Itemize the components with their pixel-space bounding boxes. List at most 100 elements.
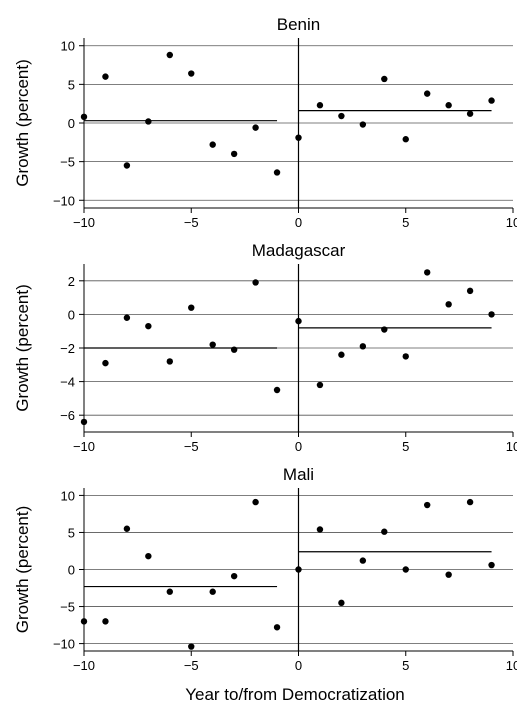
data-point — [338, 599, 345, 607]
y-tick-label: 10 — [61, 39, 75, 54]
data-point — [424, 269, 431, 276]
data-point — [80, 418, 88, 426]
panel-benin: 10 5 0 −5 −10 −10 −5 0 5 10 Benin Growth (percent) — [13, 15, 517, 230]
y-tick-label: −5 — [60, 600, 75, 615]
data-point — [466, 110, 474, 117]
data-point — [338, 351, 345, 358]
data-point — [166, 358, 173, 365]
data-point — [488, 97, 495, 104]
y-axis-label: Growth (percent) — [13, 284, 32, 412]
panel-madagascar: 2 0 −2 −4 −6 −10 −5 0 5 10 Madagascar Growth (perce… — [13, 241, 517, 454]
data-point — [381, 75, 388, 83]
x-tick-label: 10 — [506, 215, 517, 230]
y-tick-label: 5 — [68, 77, 75, 92]
x-tick-label: 5 — [402, 439, 409, 454]
data-point — [145, 118, 152, 125]
y-tick-label: −4 — [60, 375, 75, 390]
data-point — [188, 643, 195, 650]
y-tick-label: −6 — [60, 408, 75, 423]
data-point — [359, 121, 367, 128]
x-tick-label: −5 — [184, 658, 199, 673]
data-point — [338, 112, 345, 120]
y-tick-label: −2 — [60, 341, 75, 356]
data-point — [123, 314, 131, 321]
data-point — [424, 90, 431, 97]
data-point — [230, 150, 238, 158]
data-point — [445, 571, 452, 578]
panel-title: Madagascar — [252, 241, 346, 260]
data-point — [402, 566, 409, 573]
x-tick-label: 0 — [295, 658, 302, 673]
y-axis-label: Growth (percent) — [13, 59, 32, 187]
data-point — [381, 326, 388, 333]
y-tick-label: 0 — [68, 116, 75, 131]
x-tick-label: 5 — [402, 658, 409, 673]
y-tick-label: 0 — [68, 307, 75, 322]
data-point — [209, 341, 216, 348]
data-point — [145, 552, 152, 560]
x-tick-label: 5 — [402, 215, 409, 230]
y-tick-label: 10 — [61, 488, 75, 503]
data-point — [188, 304, 195, 311]
data-point — [145, 322, 152, 330]
data-point — [123, 162, 131, 169]
panel-title: Mali — [283, 465, 314, 484]
data-point — [359, 557, 367, 564]
y-tick-label: −10 — [53, 637, 75, 652]
panel-title: Benin — [277, 15, 320, 34]
x-axis-label: Year to/from Democratization — [185, 685, 405, 704]
data-point — [402, 136, 409, 143]
data-point — [123, 525, 131, 532]
x-tick-label: −10 — [73, 439, 95, 454]
data-point — [188, 70, 195, 77]
data-point — [466, 498, 474, 506]
y-tick-label: 5 — [68, 525, 75, 540]
data-point — [80, 113, 88, 121]
data-point — [424, 501, 431, 509]
data-point — [252, 498, 259, 506]
data-point — [445, 301, 452, 308]
data-point — [466, 287, 474, 295]
data-point — [295, 317, 302, 325]
x-tick-label: 10 — [506, 658, 517, 673]
data-point — [273, 169, 281, 176]
data-point — [80, 618, 88, 625]
data-point — [102, 359, 109, 367]
data-point — [381, 528, 388, 535]
data-point — [273, 624, 281, 631]
data-point — [488, 311, 495, 318]
data-point — [252, 279, 259, 286]
y-axis-label: Growth (percent) — [13, 506, 32, 634]
x-tick-label: 0 — [295, 215, 302, 230]
data-point — [359, 343, 367, 350]
x-tick-label: 0 — [295, 439, 302, 454]
y-tick-label: 2 — [68, 274, 75, 289]
x-tick-label: 10 — [506, 439, 517, 454]
x-tick-label: −10 — [73, 215, 95, 230]
data-point — [230, 346, 238, 353]
data-point — [316, 102, 324, 109]
data-point — [209, 141, 216, 148]
panel-mali: 10 5 0 −5 −10 −10 −5 0 5 10 Mali Growth (percent) — [13, 465, 517, 673]
data-point — [295, 566, 302, 573]
data-point — [102, 618, 109, 625]
data-point — [273, 386, 281, 394]
y-tick-label: −5 — [60, 155, 75, 170]
data-point — [402, 353, 409, 360]
data-point — [488, 561, 495, 569]
x-tick-label: −5 — [184, 439, 199, 454]
y-tick-label: −10 — [53, 193, 75, 208]
x-tick-label: −10 — [73, 658, 95, 673]
data-point — [295, 134, 302, 141]
data-point — [209, 588, 216, 595]
data-point — [316, 526, 324, 533]
x-tick-label: −5 — [184, 215, 199, 230]
data-point — [166, 51, 173, 59]
data-point — [166, 588, 173, 595]
data-point — [230, 572, 238, 580]
y-tick-label: 0 — [68, 563, 75, 578]
data-point — [316, 381, 324, 389]
data-point — [102, 73, 109, 80]
